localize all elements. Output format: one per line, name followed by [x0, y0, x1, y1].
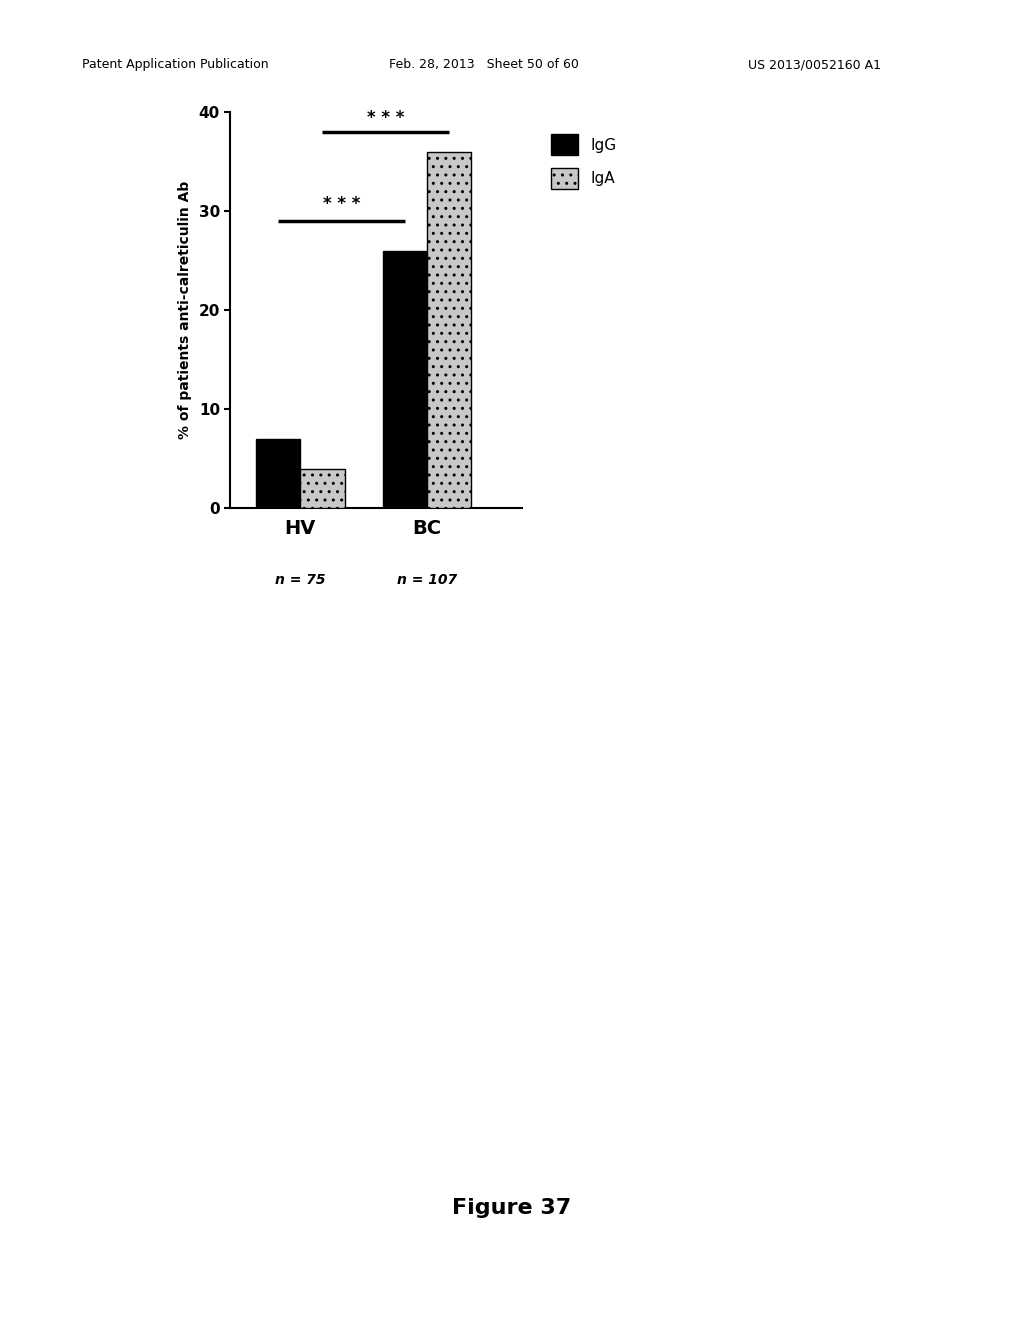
- Text: US 2013/0052160 A1: US 2013/0052160 A1: [748, 58, 881, 71]
- Text: * * *: * * *: [323, 195, 360, 214]
- Legend: IgG, IgA: IgG, IgA: [545, 128, 623, 195]
- Y-axis label: % of patients anti-calreticulin Ab: % of patients anti-calreticulin Ab: [177, 181, 191, 440]
- Bar: [383, 251, 427, 508]
- Bar: [300, 469, 345, 508]
- Text: * * *: * * *: [368, 110, 404, 127]
- Bar: [256, 438, 300, 508]
- Text: Figure 37: Figure 37: [453, 1197, 571, 1218]
- Text: n = 75: n = 75: [274, 573, 326, 586]
- Text: Patent Application Publication: Patent Application Publication: [82, 58, 268, 71]
- Bar: [427, 152, 471, 508]
- Text: Feb. 28, 2013   Sheet 50 of 60: Feb. 28, 2013 Sheet 50 of 60: [389, 58, 579, 71]
- Text: n = 107: n = 107: [397, 573, 457, 586]
